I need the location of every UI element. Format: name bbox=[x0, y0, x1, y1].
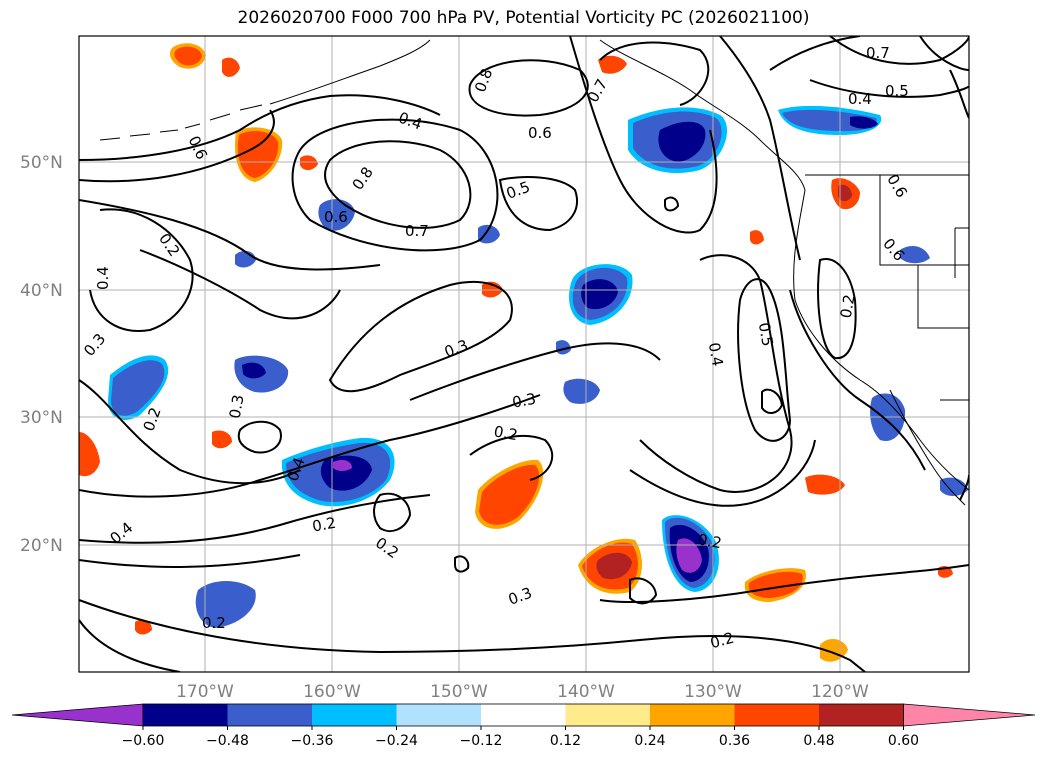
colorbar-tick-label: 0.48 bbox=[803, 733, 834, 749]
us-west-coast bbox=[793, 189, 969, 491]
contour-label: 0.4 bbox=[705, 341, 727, 368]
coastlines bbox=[99, 39, 969, 506]
colorbar-tick-label: 0.24 bbox=[634, 733, 665, 749]
colorbar-segment bbox=[565, 704, 651, 726]
contour-label: 0.2 bbox=[708, 629, 736, 653]
map-title: 2026020700 F000 700 hPa PV, Potential Vo… bbox=[237, 8, 810, 28]
contour-label: 0.4 bbox=[94, 266, 112, 290]
lat-label: 50°N bbox=[20, 153, 63, 173]
lon-label: 130°W bbox=[684, 682, 742, 702]
longitude-labels: 170°W 160°W 150°W 140°W 130°W 120°W bbox=[176, 682, 869, 702]
neg-region-south-purple bbox=[662, 515, 719, 592]
colorbar-segment bbox=[650, 704, 735, 726]
lat-label: 30°N bbox=[20, 408, 63, 428]
contour-label: 0.2 bbox=[202, 614, 226, 632]
colorbar-segment bbox=[227, 704, 313, 726]
neg-region-hawaii bbox=[281, 437, 395, 507]
colorbar-segment bbox=[734, 704, 820, 726]
colorbar-tick-label: −0.24 bbox=[375, 733, 418, 749]
neg-region-small bbox=[195, 199, 968, 628]
lon-label: 120°W bbox=[811, 682, 869, 702]
state-borders bbox=[879, 175, 969, 401]
colorbar-tick-label: −0.36 bbox=[291, 733, 334, 749]
colorbar-ticks: −0.60 −0.48 −0.36 −0.24 −0.12 0.12 0.24 0.36 0.4… bbox=[122, 726, 919, 749]
colorbar-tick-label: 0.36 bbox=[719, 733, 750, 749]
colorbar-tick-label: −0.48 bbox=[206, 733, 249, 749]
contour-label: 0.6 bbox=[528, 124, 552, 142]
lon-label: 150°W bbox=[430, 682, 488, 702]
colorbar-segment bbox=[481, 704, 566, 726]
contour-label: 0.3 bbox=[226, 393, 248, 420]
colorbar-segment bbox=[312, 704, 397, 726]
colorbar-tick-label: −0.12 bbox=[460, 733, 503, 749]
lon-label: 160°W bbox=[303, 682, 361, 702]
contour-label: 0.2 bbox=[311, 514, 338, 536]
pos-region-central bbox=[475, 281, 544, 529]
neg-region-gulf-alaska bbox=[628, 107, 728, 174]
lon-label: 170°W bbox=[176, 682, 234, 702]
colorbar-tick-label: −0.60 bbox=[122, 733, 165, 749]
latitude-labels: 50°N 40°N 30°N 20°N bbox=[20, 153, 63, 556]
bc-coast bbox=[599, 39, 806, 191]
colorbar-extend-low bbox=[11, 703, 144, 727]
contour-label: 0.2 bbox=[492, 422, 519, 444]
neg-region-west bbox=[108, 355, 169, 420]
pos-region-south bbox=[79, 178, 953, 662]
colorbar-extend-high bbox=[903, 703, 1036, 727]
pv-shading bbox=[79, 43, 968, 662]
contour-label: 0.5 bbox=[885, 82, 909, 100]
colorbar-tick-label: 0.60 bbox=[888, 733, 919, 749]
contour-label: 0.6 bbox=[324, 208, 348, 226]
contour-label: 0.2 bbox=[696, 530, 723, 552]
pos-region-north bbox=[170, 43, 627, 182]
contour-label: 0.7 bbox=[405, 222, 429, 240]
contour-label: 0.4 bbox=[848, 90, 872, 108]
contour-label: 0.3 bbox=[511, 390, 538, 412]
colorbar bbox=[11, 703, 1036, 727]
contour-label: 0.5 bbox=[755, 321, 777, 348]
colorbar-segment bbox=[396, 704, 482, 726]
alaska-coast bbox=[269, 39, 431, 105]
aleutian-islands bbox=[99, 104, 263, 141]
map-area bbox=[79, 36, 969, 672]
colorbar-outline bbox=[142, 703, 904, 727]
lat-label: 40°N bbox=[20, 281, 63, 301]
colorbar-segment bbox=[819, 704, 904, 726]
colorbar-segment bbox=[143, 704, 228, 726]
lat-label: 20°N bbox=[20, 536, 63, 556]
baja bbox=[889, 389, 966, 506]
contour-label: 0.7 bbox=[866, 44, 890, 62]
map-frame bbox=[78, 35, 970, 673]
neg-region-canada bbox=[778, 105, 882, 135]
colorbar-tick-label: 0.12 bbox=[550, 733, 581, 749]
lon-label: 140°W bbox=[557, 682, 615, 702]
contour-label: 0.2 bbox=[837, 293, 859, 320]
pv-contours bbox=[79, 36, 969, 672]
